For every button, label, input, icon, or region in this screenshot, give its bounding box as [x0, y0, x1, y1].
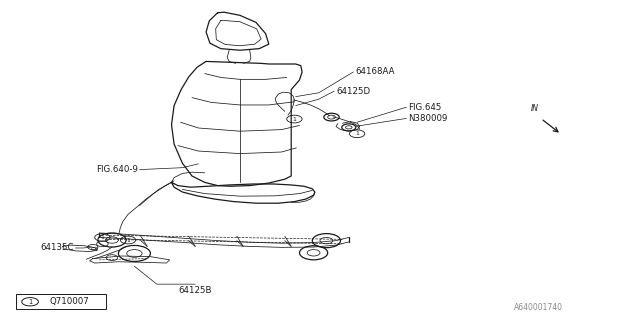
Text: 64125B: 64125B	[179, 286, 212, 295]
Text: 1: 1	[28, 299, 32, 305]
Text: Q710007: Q710007	[49, 297, 89, 306]
Text: 1: 1	[126, 237, 130, 243]
FancyBboxPatch shape	[16, 294, 106, 309]
Text: 64168AA: 64168AA	[355, 68, 395, 76]
Text: A640001740: A640001740	[514, 303, 563, 312]
Text: N380009: N380009	[408, 114, 448, 123]
Text: FIG.640-9: FIG.640-9	[96, 165, 138, 174]
Text: IN: IN	[531, 104, 538, 113]
Text: 64135C: 64135C	[40, 244, 74, 252]
Text: 1: 1	[355, 131, 359, 136]
Text: 1: 1	[100, 235, 104, 240]
Text: 1: 1	[292, 116, 296, 122]
Text: FIG.645: FIG.645	[408, 103, 442, 112]
Text: 64125D: 64125D	[336, 87, 370, 96]
